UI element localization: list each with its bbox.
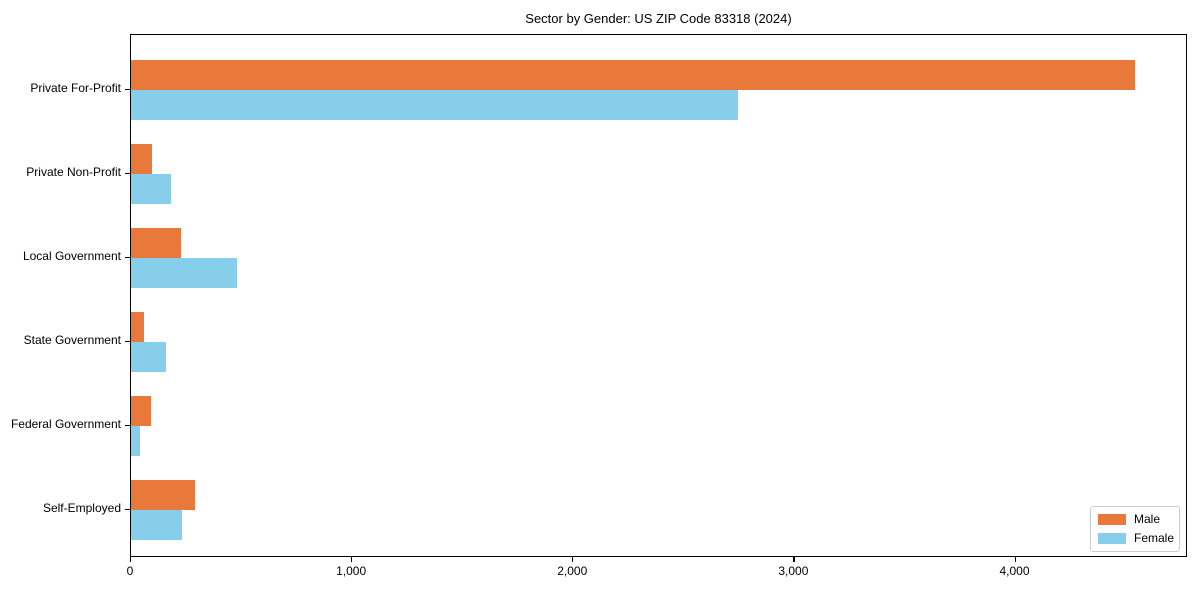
- bar-female-2: [131, 258, 237, 288]
- bar-male-0: [131, 60, 1136, 90]
- legend-item-male: Male: [1098, 513, 1172, 526]
- bar-female-4: [131, 426, 140, 456]
- female-legend-swatch: [1098, 533, 1126, 544]
- bar-male-4: [131, 396, 151, 426]
- y-tick-label: State Government: [23, 333, 121, 347]
- y-tick-mark: [125, 341, 130, 343]
- x-tick-label: 3,000: [778, 564, 809, 578]
- y-tick-mark: [125, 173, 130, 175]
- bar-male-3: [131, 312, 145, 342]
- bar-female-1: [131, 174, 171, 204]
- plot-area: [130, 34, 1187, 557]
- y-tick-label: Private Non-Profit: [26, 165, 121, 179]
- y-tick-mark: [125, 257, 130, 259]
- x-tick-label: 0: [126, 564, 134, 578]
- y-tick-label: Local Government: [22, 249, 121, 263]
- bar-male-5: [131, 480, 195, 510]
- y-tick-label: Self-Employed: [42, 501, 121, 515]
- y-tick-mark: [125, 89, 130, 91]
- y-tick-label: Federal Government: [10, 417, 121, 431]
- legend-label-male: Male: [1134, 512, 1161, 526]
- x-tick-mark: [1014, 557, 1016, 562]
- legend-label-female: Female: [1134, 531, 1175, 545]
- bar-female-5: [131, 510, 182, 540]
- bar-female-3: [131, 342, 167, 372]
- x-tick-label: 2,000: [557, 564, 588, 578]
- x-tick-mark: [793, 557, 795, 562]
- x-tick-label: 4,000: [999, 564, 1030, 578]
- x-tick-mark: [130, 557, 132, 562]
- chart-title: Sector by Gender: US ZIP Code 83318 (202…: [525, 11, 792, 26]
- y-tick-mark: [125, 509, 130, 511]
- bar-female-0: [131, 90, 738, 120]
- x-tick-label: 1,000: [336, 564, 367, 578]
- male-legend-swatch: [1098, 514, 1126, 525]
- bar-male-2: [131, 228, 181, 258]
- legend-item-female: Female: [1098, 531, 1175, 545]
- x-tick-mark: [572, 557, 574, 562]
- y-tick-mark: [125, 425, 130, 427]
- bar-male-1: [131, 144, 152, 174]
- x-tick-mark: [351, 557, 353, 562]
- y-tick-label: Private For-Profit: [30, 81, 121, 95]
- legend: Male Female: [1090, 506, 1180, 552]
